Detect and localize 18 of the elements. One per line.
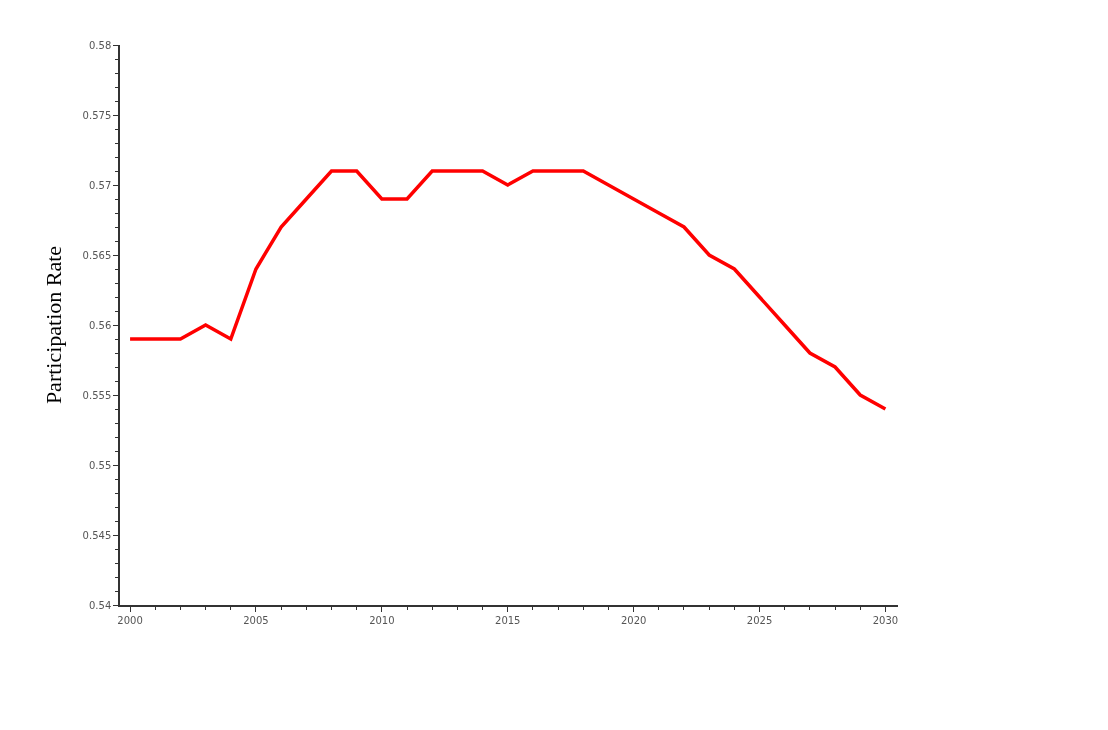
y-tick-label: 0.58 bbox=[88, 39, 112, 51]
y-tick-label: 0.555 bbox=[82, 389, 112, 401]
y-tick-label: 0.55 bbox=[88, 459, 112, 471]
x-tick-label: 2030 bbox=[872, 614, 899, 626]
y-tick-label: 0.57 bbox=[88, 179, 112, 191]
x-tick-label: 2020 bbox=[620, 614, 647, 626]
x-tick-label: 2000 bbox=[117, 614, 143, 626]
y-tick-label: 0.575 bbox=[82, 109, 112, 121]
x-tick-label: 2015 bbox=[495, 614, 521, 626]
y-tick-label: 0.545 bbox=[82, 529, 112, 541]
line-series bbox=[128, 169, 888, 411]
x-tick-label: 2005 bbox=[243, 614, 269, 626]
x-tick-label: 2025 bbox=[746, 614, 773, 626]
x-tick-label: 2010 bbox=[369, 614, 395, 626]
y-tick-label: 0.565 bbox=[82, 249, 112, 261]
y-tick-label: 0.56 bbox=[88, 319, 112, 331]
y-tick-label: 0.54 bbox=[88, 599, 112, 611]
y-axis-title: Participation Rate bbox=[40, 245, 66, 405]
